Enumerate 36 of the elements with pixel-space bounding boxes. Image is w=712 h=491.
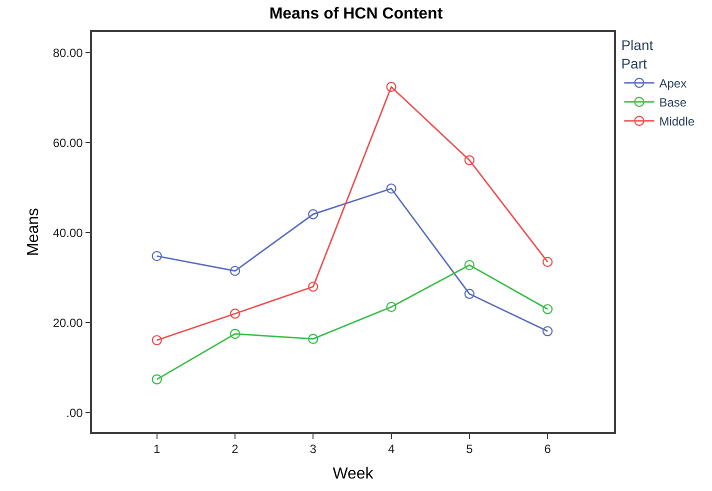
point [386, 82, 396, 92]
y-tick-label: 20.00 [52, 316, 84, 330]
point [308, 334, 318, 344]
y-axis-title: Means [25, 208, 42, 256]
legend-label: Apex [659, 76, 687, 91]
y-tick-label: 40.00 [52, 226, 84, 240]
point [464, 155, 475, 166]
point [152, 335, 162, 346]
point [542, 256, 553, 268]
point [464, 288, 475, 299]
point [542, 326, 553, 336]
point [542, 304, 553, 314]
y-tick-label: .00 [66, 406, 84, 420]
y-tick-label: 80.00 [52, 46, 84, 60]
x-tick-label: 1 [154, 442, 161, 456]
point [386, 302, 396, 312]
point [152, 250, 162, 262]
point [386, 183, 396, 194]
chart-title: Means of HCN Content [269, 6, 444, 23]
legend-label: Base [659, 96, 687, 110]
x-tick-label: 4 [388, 442, 395, 456]
point [230, 328, 240, 340]
point [308, 282, 318, 292]
x-axis-title: Week [332, 465, 374, 482]
legend-label: Middle [659, 114, 695, 129]
x-tick-label: 2 [232, 442, 239, 456]
x-tick-label: 5 [466, 442, 474, 456]
point [308, 209, 318, 220]
y-tick-label: 60.00 [52, 136, 84, 150]
point [464, 260, 475, 270]
point [230, 266, 240, 276]
point [230, 308, 240, 319]
x-tick-label: 6 [544, 442, 552, 456]
legend-title: Plant Part [621, 37, 654, 72]
x-tick-label: 3 [310, 442, 317, 456]
point [152, 374, 162, 384]
